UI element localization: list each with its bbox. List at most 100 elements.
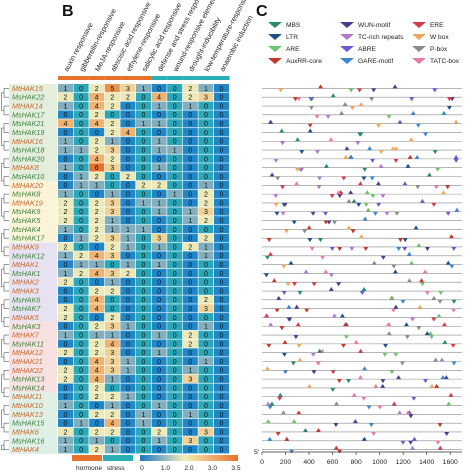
heatmap-cell-value: 0 — [188, 306, 192, 313]
heatmap-cell — [58, 330, 73, 339]
heatmap-cell — [198, 172, 214, 181]
heatmap-cell-value: 0 — [204, 332, 208, 339]
heatmap-cell-value: 1 — [79, 174, 83, 181]
heatmap-cell — [182, 172, 198, 181]
motif-marker — [424, 246, 430, 251]
heatmap-cell-value: 0 — [126, 315, 130, 322]
heatmap-cell — [73, 357, 89, 366]
heatmap-cell-value: 3 — [204, 95, 208, 102]
heatmap-cell-value: 2 — [95, 350, 99, 357]
heatmap-cell-value: 0 — [188, 394, 192, 401]
heatmap-cell-value: 0 — [95, 192, 99, 199]
heatmap-cell-value: 1 — [126, 368, 130, 375]
heatmap-cell — [151, 401, 167, 410]
motif-marker — [451, 308, 457, 313]
heatmap-cell-value: 0 — [95, 315, 99, 322]
heatmap-cell-value: 0 — [220, 341, 224, 348]
heatmap-cell-value: 1 — [204, 359, 208, 366]
heatmap-cell-value: 4 — [95, 271, 99, 278]
heatmap-cell — [214, 154, 229, 163]
heatmap-cell — [120, 392, 136, 401]
motif-marker — [407, 154, 413, 159]
heatmap-cell — [214, 207, 229, 216]
motif-marker — [317, 238, 323, 243]
heatmap-cell-value: 1 — [64, 147, 68, 154]
heatmap-cell-value: 1 — [64, 438, 68, 445]
heatmap-cell-value: 0 — [220, 130, 224, 137]
heatmap-cell-value: 0 — [173, 236, 177, 243]
heatmap-cell-value: 0 — [126, 183, 130, 190]
heatmap-cell — [89, 427, 105, 436]
heatmap-cell-value: 2 — [95, 209, 99, 216]
heatmap-cell — [89, 172, 105, 181]
motif-marker — [397, 119, 403, 124]
heatmap-cell — [73, 330, 89, 339]
motif-marker — [274, 308, 280, 313]
heatmap-cell — [214, 172, 229, 181]
heatmap-cell — [167, 233, 183, 242]
motif-marker — [266, 343, 272, 348]
heatmap-cell-value: 1 — [157, 438, 161, 445]
heatmap-cell-value: 2 — [95, 447, 99, 454]
heatmap-cell-value: 1 — [126, 244, 130, 251]
motif-marker — [402, 238, 408, 243]
motif-marker — [304, 308, 310, 313]
heatmap-cell — [89, 269, 105, 278]
heatmap-cell — [120, 348, 136, 357]
heatmap-cell — [120, 180, 136, 190]
heatmap-cell — [104, 136, 120, 146]
heatmap-cell-value: 0 — [79, 412, 83, 419]
heatmap-cell — [120, 401, 136, 410]
heatmap-cell-value: 0 — [64, 324, 68, 331]
heatmap-cell-value: 2 — [110, 244, 114, 251]
motif-marker — [264, 313, 270, 318]
heatmap-cell — [120, 136, 136, 146]
motif-marker — [424, 291, 430, 296]
heatmap-cell — [73, 436, 89, 445]
heatmap-cell — [58, 348, 73, 357]
motif-marker — [277, 396, 283, 401]
heatmap-cell-value: 0 — [79, 332, 83, 339]
heatmap-cell — [73, 374, 89, 383]
heatmap-cell — [214, 321, 229, 331]
motif-marker — [267, 251, 273, 256]
heatmap-cell-value: 2 — [95, 227, 99, 234]
motif-marker — [288, 260, 294, 265]
heatmap-cell-value: 0 — [157, 253, 161, 260]
motif-marker — [348, 190, 354, 195]
heatmap-cell — [104, 260, 120, 269]
heatmap-cell-value: 0 — [79, 350, 83, 357]
motif-marker — [400, 299, 406, 304]
heatmap-cell-value: 0 — [188, 288, 192, 295]
heatmap-cell — [198, 409, 214, 419]
heatmap-cell-value: 0 — [188, 192, 192, 199]
heatmap-cell-value: 0 — [220, 147, 224, 154]
motif-marker — [278, 88, 284, 93]
heatmap-cell-value: 0 — [173, 438, 177, 445]
heatmap-cell — [198, 339, 214, 348]
heatmap-cell — [89, 119, 105, 128]
heatmap-cell-value: 0 — [173, 200, 177, 207]
heatmap-cell — [136, 383, 151, 392]
heatmap-cell — [58, 128, 73, 137]
heatmap-cell — [73, 189, 89, 198]
heatmap-cell — [182, 348, 198, 357]
heatmap-cell — [167, 110, 183, 119]
group-bar-segment — [89, 76, 105, 80]
heatmap-cell-value: 0 — [126, 200, 130, 207]
heatmap-cell-value: 0 — [126, 165, 130, 172]
motif-marker — [336, 190, 342, 195]
motif-marker — [302, 427, 308, 432]
motif-legend-symbol — [268, 34, 282, 40]
heatmap-cell — [136, 110, 151, 119]
heatmap-cell — [136, 339, 151, 348]
heatmap-cell-value: 0 — [142, 341, 146, 348]
heatmap-cell — [182, 180, 198, 190]
motif-marker — [451, 246, 457, 251]
motif-marker — [310, 211, 316, 216]
heatmap-cell-value: 0 — [188, 385, 192, 392]
heatmap-cell-value: 0 — [188, 165, 192, 172]
heatmap-cell-value: 0 — [126, 306, 130, 313]
motif-marker — [277, 392, 283, 397]
heatmap-cell — [89, 348, 105, 357]
